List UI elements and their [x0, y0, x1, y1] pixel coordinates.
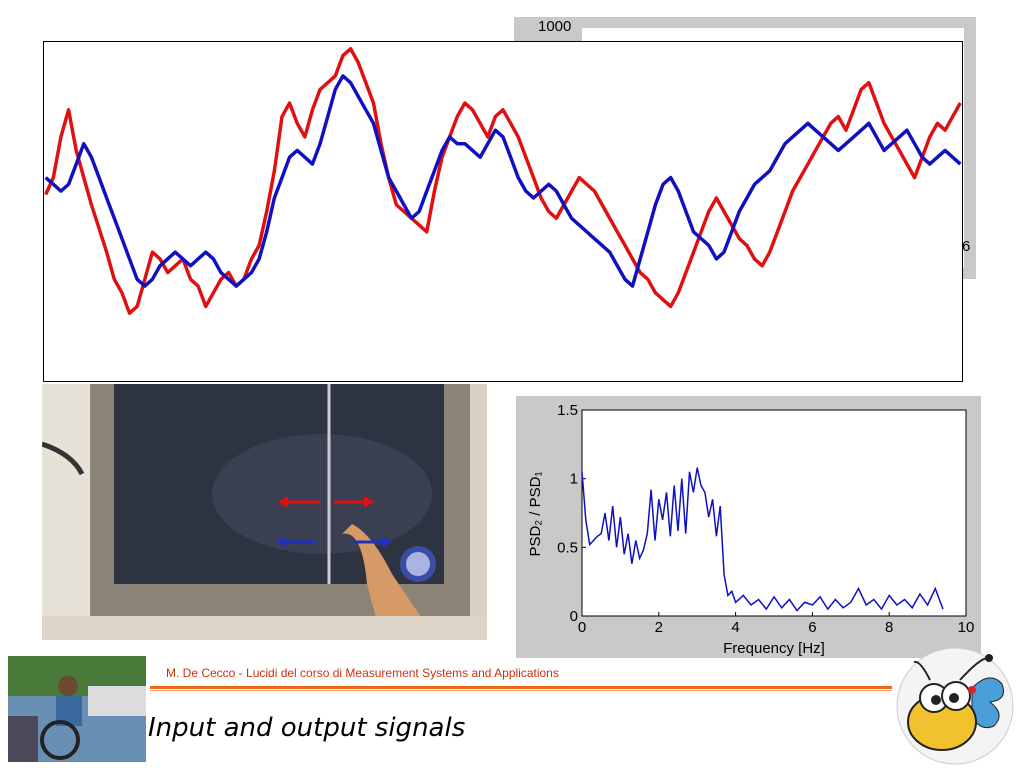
psd-y-axis-label: PSD₂ / PSD₁ [527, 471, 544, 556]
psd-series-group [581, 467, 944, 612]
background-chart-y-tick: 1000 [538, 18, 572, 35]
psd-x-axis-label: Frequency [Hz] [723, 640, 825, 657]
touch-panel-photo [42, 384, 487, 640]
psd-x-tick-label: 6 [808, 619, 816, 636]
bug-mascot-logo [896, 647, 1014, 765]
signal-series-group [44, 47, 962, 315]
wheelchair-user-photo [8, 656, 146, 762]
psd-x-tick-label: 0 [578, 619, 586, 636]
red-arrow-left-icon [278, 496, 320, 508]
blue-arrow-left-icon [276, 536, 316, 548]
psd-x-tick-label: 10 [958, 619, 975, 636]
slide-title: Input and output signals [148, 713, 466, 743]
psd-y-tick-label: 1 [570, 471, 578, 488]
blue-arrow-right-icon [354, 536, 392, 548]
psd-x-tick-label: 4 [731, 619, 739, 636]
psd-x-tick-label: 2 [655, 619, 663, 636]
psd-ratio-chart: 0 2 4 6 8 10 0 0.5 1 1.5 Frequency [Hz] PSD₂ / PS… [527, 402, 974, 657]
signal-series-line-0 [44, 47, 962, 315]
course-credit: M. De Cecco - Lucidi del corso di Measur… [166, 666, 559, 680]
psd-x-tick-label: 8 [885, 619, 893, 636]
footer-divider [150, 686, 892, 689]
psd-y-tick-label: 0.5 [557, 539, 578, 556]
psd-series-line-0 [581, 467, 944, 612]
footer-divider-thin [150, 690, 892, 691]
background-chart-right-label: 6 [962, 238, 971, 255]
signal-time-chart [43, 41, 963, 382]
psd-y-tick-label: 0 [570, 608, 578, 625]
red-arrow-right-icon [334, 496, 374, 508]
signal-series-line-1 [44, 74, 962, 288]
direction-arrows [276, 496, 392, 548]
psd-y-tick-label: 1.5 [557, 402, 578, 419]
psd-axis-ticks: 0 2 4 6 8 10 0 0.5 1 1.5 [557, 402, 974, 636]
